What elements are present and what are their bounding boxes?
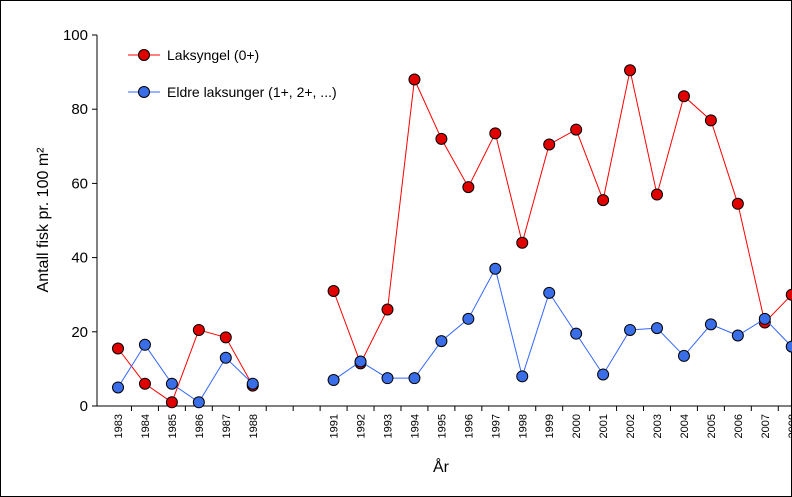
legend-label: Eldre laksunger (1+, 2+, ...): [167, 84, 337, 100]
data-point: [219, 331, 232, 344]
data-point: [758, 312, 771, 325]
data-point: [731, 329, 744, 342]
data-point: [381, 372, 394, 385]
data-point: [112, 381, 124, 394]
data-point: [435, 335, 448, 348]
x-tick-label: 2005: [706, 414, 718, 438]
data-point: [138, 377, 151, 390]
x-tick-label: 2000: [571, 414, 583, 438]
data-point: [543, 286, 556, 299]
y-tick-label: 60: [71, 175, 88, 192]
data-point: [651, 188, 663, 201]
x-tick-label: 1994: [409, 414, 421, 438]
data-point: [246, 377, 259, 390]
legend-marker: [138, 49, 150, 61]
x-tick-label: 2004: [679, 414, 691, 438]
data-point: [381, 303, 394, 316]
data-point: [354, 355, 367, 368]
x-tick-label: 1996: [463, 414, 475, 438]
data-point: [408, 372, 421, 385]
data-point: [219, 351, 232, 364]
x-tick-label: 1985: [167, 414, 179, 438]
data-point: [192, 396, 205, 409]
x-tick-label: 2002: [625, 414, 637, 438]
data-point: [570, 327, 583, 340]
y-axis-label: Antall fisk pr. 100 m²: [35, 147, 52, 293]
data-point: [704, 318, 717, 331]
x-tick-label: 1983: [113, 414, 125, 438]
x-tick-label: 2003: [652, 414, 664, 438]
x-tick-label: 1986: [194, 414, 206, 438]
data-point: [624, 64, 637, 77]
y-tick-label: 100: [63, 27, 88, 44]
data-point: [435, 132, 448, 145]
data-point: [408, 73, 421, 86]
data-point: [543, 138, 556, 151]
x-tick-label: 1998: [517, 414, 529, 438]
data-point: [327, 374, 340, 387]
x-axis-label: År: [433, 457, 450, 476]
data-point: [112, 342, 124, 355]
x-tick-label: 1993: [383, 414, 395, 438]
x-tick-label: 1984: [140, 414, 152, 438]
data-point: [570, 123, 583, 136]
data-point: [489, 127, 502, 140]
x-tick-label: 1992: [356, 414, 368, 438]
x-tick-label: 1987: [221, 414, 233, 438]
x-tick-label: 2007: [760, 414, 772, 438]
x-tick-label: 1988: [248, 414, 260, 438]
data-point: [489, 262, 502, 275]
y-tick-label: 0: [80, 398, 88, 415]
data-point: [462, 312, 475, 325]
data-point: [597, 368, 610, 381]
data-point: [516, 370, 529, 383]
data-point: [624, 323, 637, 336]
x-tick-label: 1997: [490, 414, 502, 438]
data-point: [138, 338, 151, 351]
y-tick-label: 80: [71, 101, 88, 118]
data-point: [165, 377, 178, 390]
data-point: [327, 284, 340, 297]
x-tick-label: 1991: [329, 414, 341, 438]
legend-marker: [138, 86, 150, 98]
x-tick-label: 2001: [598, 414, 610, 438]
x-tick-label: 1995: [436, 414, 448, 438]
data-point: [597, 194, 610, 207]
data-point: [192, 323, 205, 336]
y-tick-label: 40: [71, 250, 88, 267]
data-point: [677, 349, 690, 362]
data-point: [165, 396, 178, 409]
series-line: [117, 70, 792, 404]
data-point: [731, 197, 744, 210]
data-point: [677, 90, 690, 103]
y-tick-label: 20: [71, 324, 88, 341]
data-point: [462, 181, 475, 194]
legend-label: Laksyngel (0+): [167, 47, 259, 63]
x-tick-label: 2008: [787, 414, 792, 438]
x-tick-label: 2006: [733, 414, 745, 438]
data-point: [516, 236, 529, 249]
x-tick-label: 1999: [544, 414, 556, 438]
data-point: [651, 322, 663, 335]
data-point: [704, 114, 717, 127]
